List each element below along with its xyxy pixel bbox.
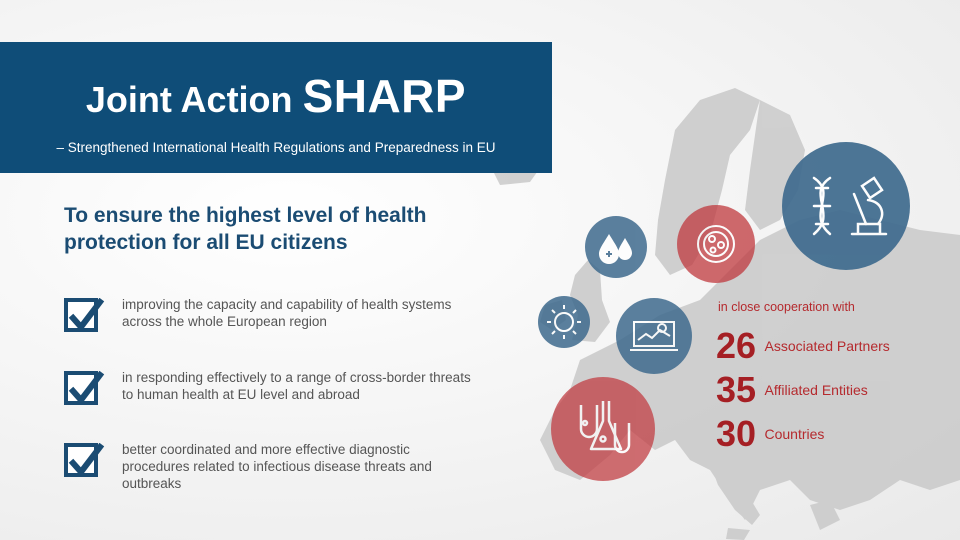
stat-number: 26 bbox=[716, 325, 757, 366]
bacteria-dish-icon bbox=[677, 205, 755, 283]
stat-countries: 30 Countries bbox=[716, 414, 824, 454]
virus-icon bbox=[538, 296, 590, 348]
stat-associated-partners: 26 Associated Partners bbox=[716, 326, 890, 366]
stat-number: 35 bbox=[716, 369, 757, 410]
stat-affiliated-entities: 35 Affiliated Entities bbox=[716, 370, 868, 410]
title-main: SHARP bbox=[302, 70, 467, 122]
lab-flasks-icon bbox=[551, 377, 655, 481]
title-prefix: Joint Action bbox=[85, 79, 293, 120]
laptop-chart-icon bbox=[616, 298, 692, 374]
title-banner: Joint Action SHARP – Strengthened Intern… bbox=[0, 42, 552, 173]
stat-number: 30 bbox=[716, 413, 757, 454]
stat-label: Associated Partners bbox=[764, 338, 890, 354]
stat-label: Affiliated Entities bbox=[764, 382, 868, 398]
stat-label: Countries bbox=[764, 426, 825, 442]
dna-microscope-icon bbox=[782, 142, 910, 270]
bullet-item: improving the capacity and capability of… bbox=[64, 297, 464, 358]
bullet-item: in responding effectively to a range of … bbox=[64, 370, 471, 431]
bullet-text: improving the capacity and capability of… bbox=[122, 297, 452, 329]
bullet-item: better coordinated and more effective di… bbox=[64, 442, 464, 503]
checkbox-icon bbox=[64, 371, 105, 405]
page-title: Joint Action SHARP bbox=[0, 68, 552, 128]
cooperation-intro: in close cooperation with bbox=[718, 300, 855, 314]
headline: To ensure the highest level of health pr… bbox=[64, 204, 427, 254]
blood-drops-icon bbox=[585, 216, 647, 278]
checkbox-icon bbox=[64, 298, 105, 332]
bullet-text: better coordinated and more effective di… bbox=[122, 442, 432, 491]
page-subtitle: – Strengthened International Health Regu… bbox=[56, 140, 496, 155]
bullet-text: in responding effectively to a range of … bbox=[122, 370, 471, 402]
checkbox-icon bbox=[64, 443, 105, 477]
